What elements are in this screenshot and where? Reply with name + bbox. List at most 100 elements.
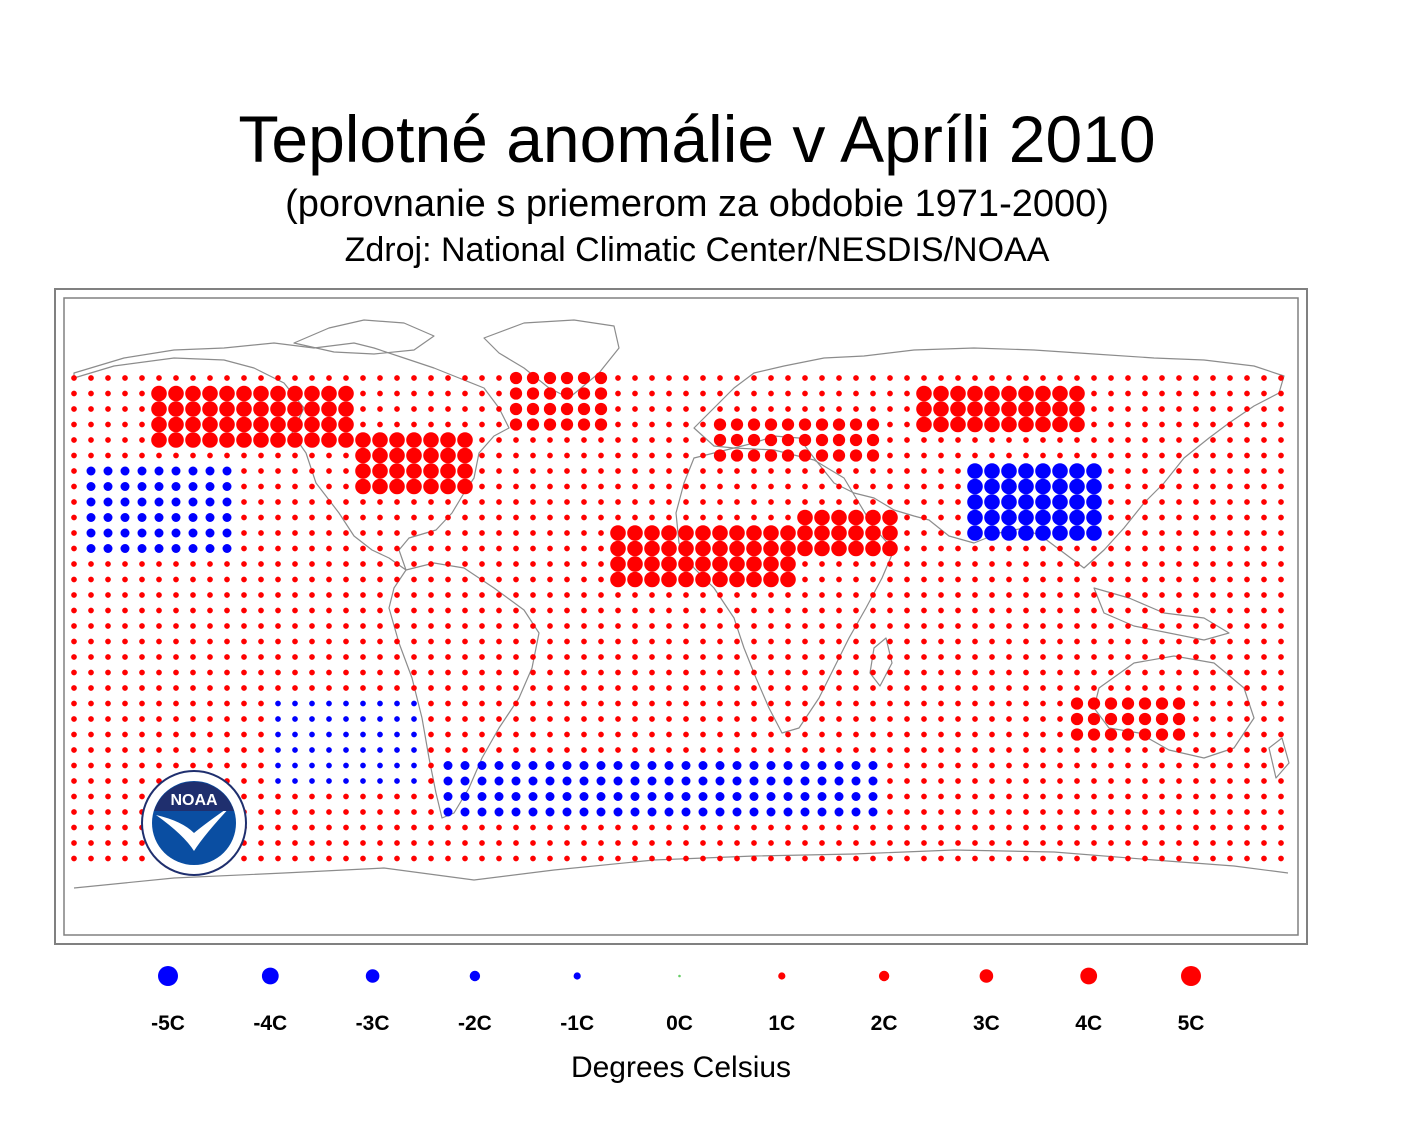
anomaly-dot <box>868 776 878 786</box>
anomaly-dot <box>139 437 145 443</box>
anomaly-dot <box>509 402 523 416</box>
anomaly-dot <box>1159 669 1165 676</box>
anomaly-dot <box>1006 840 1012 846</box>
anomaly-dot <box>1244 607 1250 614</box>
anomaly-dot <box>916 416 932 433</box>
anomaly-dot <box>156 700 162 707</box>
anomaly-dot <box>105 421 111 428</box>
anomaly-dot <box>921 638 927 645</box>
anomaly-dot <box>1035 478 1051 495</box>
anomaly-dot <box>717 700 723 707</box>
anomaly-dot <box>717 514 723 521</box>
anomaly-dot <box>360 592 366 598</box>
anomaly-dot <box>1142 778 1148 784</box>
anomaly-dot <box>1125 421 1131 428</box>
anomaly-dot <box>120 466 130 476</box>
anomaly-dot <box>445 421 451 428</box>
anomaly-dot <box>71 545 77 552</box>
anomaly-dot <box>1176 375 1182 381</box>
anomaly-dot <box>698 792 708 801</box>
anomaly-dot <box>241 468 247 474</box>
anomaly-dot <box>1040 592 1046 598</box>
anomaly-dot <box>887 406 893 412</box>
anomaly-dot <box>479 747 485 753</box>
anomaly-dot <box>921 809 927 815</box>
anomaly-dot <box>309 731 315 738</box>
anomaly-dot <box>1104 712 1118 726</box>
anomaly-dot <box>479 607 485 614</box>
anomaly-dot <box>292 375 298 381</box>
anomaly-dot <box>156 592 162 598</box>
anomaly-dot <box>423 432 439 448</box>
anomaly-dot <box>632 514 638 521</box>
anomaly-dot <box>832 449 846 462</box>
anomaly-dot <box>1035 401 1051 417</box>
anomaly-dot <box>411 514 417 521</box>
anomaly-dot <box>377 809 383 815</box>
anomaly-dot <box>836 685 842 691</box>
anomaly-dot <box>615 824 621 831</box>
anomaly-dot <box>173 638 179 645</box>
anomaly-dot <box>1087 712 1101 726</box>
anomaly-dot <box>1142 530 1148 536</box>
anomaly-dot <box>275 685 281 691</box>
anomaly-dot <box>1244 855 1250 862</box>
anomaly-dot <box>547 452 553 459</box>
anomaly-dot <box>343 654 349 660</box>
anomaly-dot <box>168 401 184 417</box>
anomaly-dot <box>768 855 774 862</box>
anomaly-dot <box>1108 824 1114 831</box>
anomaly-dot <box>394 654 400 660</box>
anomaly-dot <box>496 731 502 738</box>
anomaly-dot <box>156 716 162 722</box>
anomaly-dot <box>955 468 961 474</box>
anomaly-dot <box>513 716 519 722</box>
anomaly-dot <box>1108 375 1114 381</box>
anomaly-dot <box>445 406 451 412</box>
anomaly-dot <box>530 638 536 645</box>
anomaly-dot <box>955 638 961 645</box>
anomaly-dot <box>955 762 961 769</box>
anomaly-dot <box>156 669 162 676</box>
anomaly-dot <box>581 824 587 831</box>
anomaly-dot <box>1244 824 1250 831</box>
anomaly-dot <box>1193 437 1199 443</box>
anomaly-dot <box>1210 406 1216 412</box>
anomaly-dot <box>496 669 502 676</box>
anomaly-dot <box>798 418 812 431</box>
anomaly-dot <box>496 514 502 521</box>
anomaly-dot <box>190 623 196 629</box>
anomaly-dot <box>105 452 111 459</box>
anomaly-dot <box>610 556 626 572</box>
anomaly-dot <box>853 592 859 598</box>
anomaly-dot <box>1227 731 1233 738</box>
anomaly-dot <box>1108 421 1114 428</box>
anomaly-dot <box>1244 747 1250 753</box>
anomaly-dot <box>1142 840 1148 846</box>
anomaly-dot <box>594 418 608 431</box>
anomaly-dot <box>715 761 725 770</box>
anomaly-dot <box>955 576 961 583</box>
anomaly-dot <box>1018 385 1034 402</box>
anomaly-dot <box>547 592 553 598</box>
anomaly-dot <box>853 576 859 583</box>
anomaly-dot <box>258 840 264 846</box>
anomaly-dot <box>798 449 812 462</box>
anomaly-dot <box>904 576 910 583</box>
anomaly-dot <box>389 432 405 448</box>
anomaly-dot <box>1193 716 1199 722</box>
anomaly-dot <box>1261 576 1267 583</box>
anomaly-dot <box>802 483 808 490</box>
anomaly-dot <box>1278 731 1284 738</box>
anomaly-dot <box>428 654 434 660</box>
anomaly-dot <box>292 840 298 846</box>
legend-dot <box>778 972 786 980</box>
anomaly-dot <box>594 402 608 416</box>
anomaly-dot <box>564 623 570 629</box>
anomaly-dot <box>120 497 130 507</box>
anomaly-dot <box>168 416 184 433</box>
anomaly-dot <box>1052 478 1068 495</box>
anomaly-dot <box>1091 421 1097 428</box>
anomaly-dot <box>615 685 621 691</box>
anomaly-dot <box>887 669 893 676</box>
